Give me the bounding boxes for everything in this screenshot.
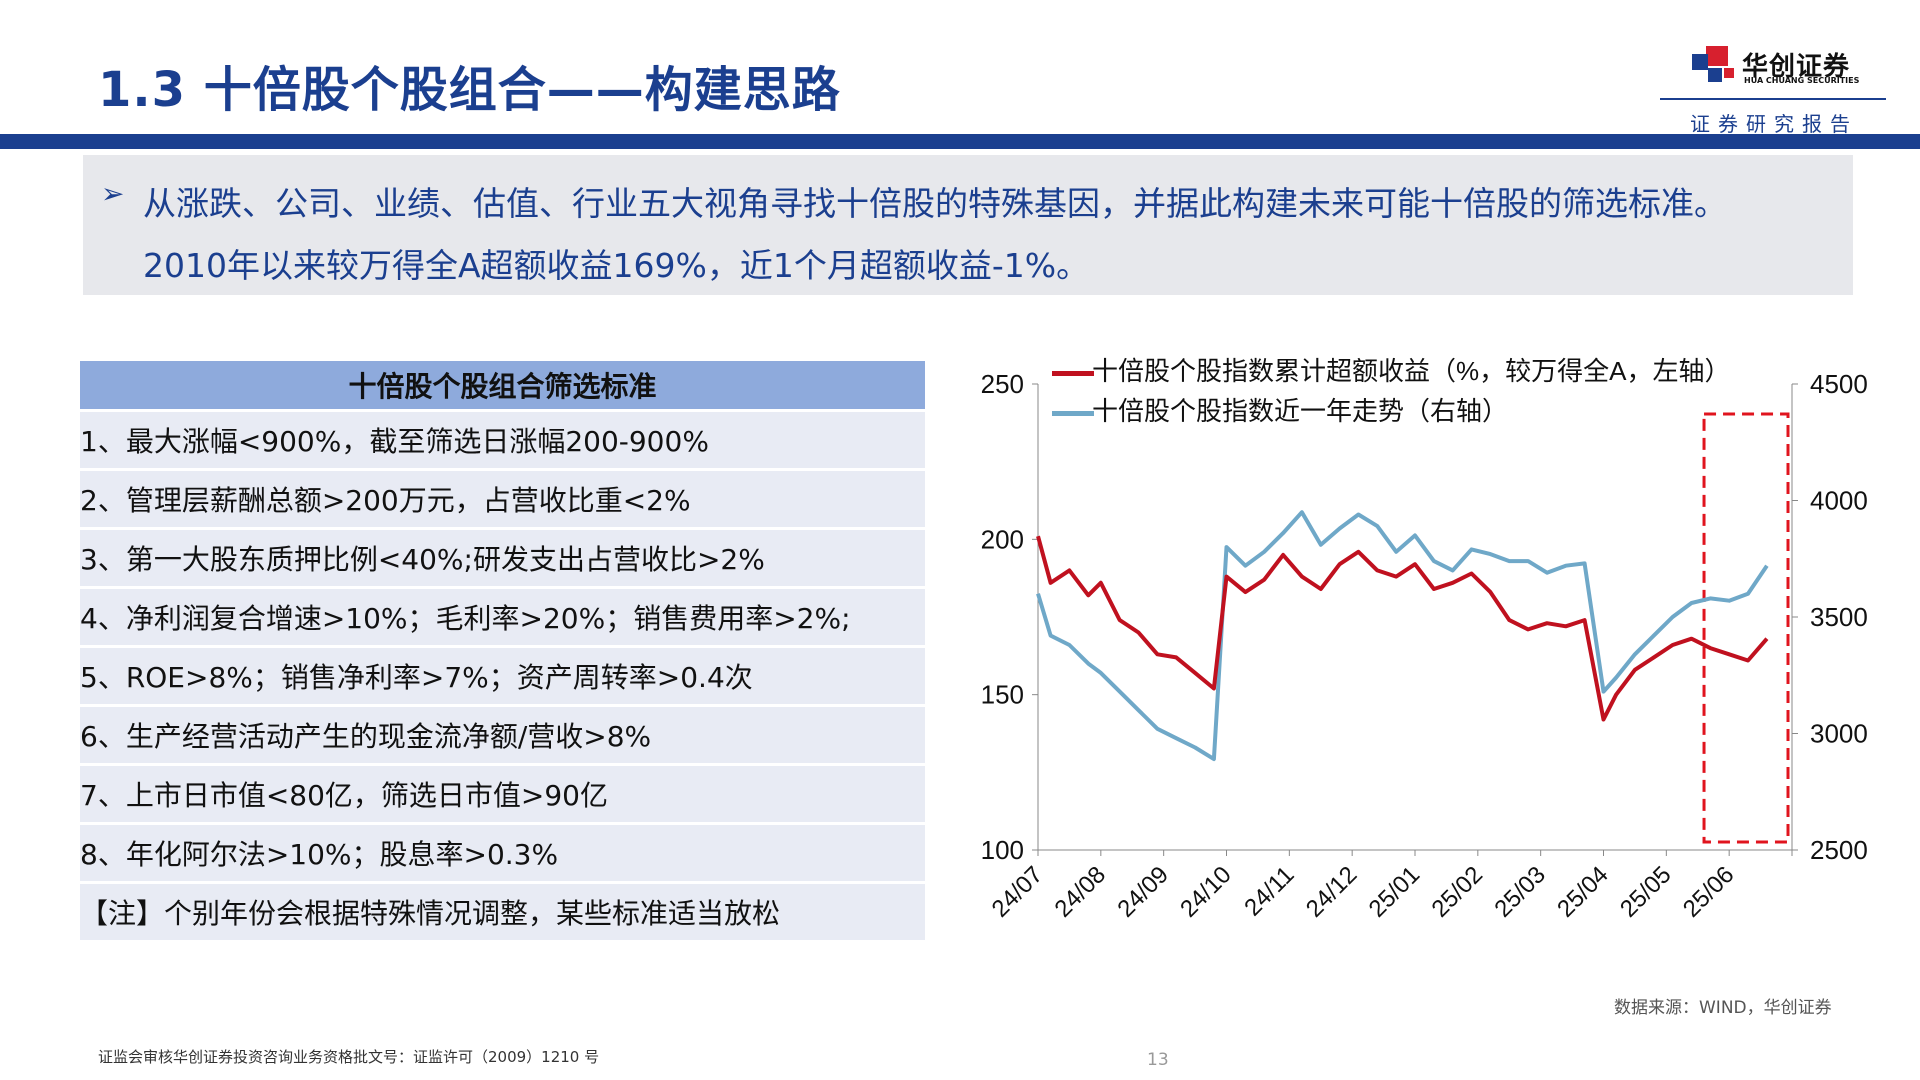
criteria-row: 7、上市日市值<80亿，筛选日市值>90亿 xyxy=(80,766,925,822)
x-axis-tick-label: 24/10 xyxy=(1175,861,1237,923)
criteria-row: 6、生产经营活动产生的现金流净额/营收>8% xyxy=(80,707,925,763)
right-axis-tick-label: 2500 xyxy=(1810,835,1868,865)
slide-title: 1.3 十倍股个股组合——构建思路 xyxy=(98,62,841,118)
license-footnote: 证监会审核华创证券投资咨询业务资格批文号：证监许可（2009）1210 号 xyxy=(98,1048,600,1066)
series-line-index xyxy=(1036,510,1769,762)
company-logo: 华创证券 HUA CHUANG SECURITIES xyxy=(1690,44,1870,94)
legend-label: 十倍股个股指数近一年走势（右轴） xyxy=(1092,396,1508,426)
criteria-table-header: 十倍股个股组合筛选标准 xyxy=(80,361,925,409)
criteria-table: 十倍股个股组合筛选标准 1、最大涨幅<900%，截至筛选日涨幅200-900% … xyxy=(80,361,925,940)
right-axis-tick-label: 3500 xyxy=(1810,602,1868,632)
data-source: 数据来源：WIND，华创证券 xyxy=(1614,998,1832,1018)
legend-label: 十倍股个股指数累计超额收益（%，较万得全A，左轴） xyxy=(1092,356,1730,386)
legend-swatch xyxy=(1052,371,1094,376)
criteria-row: 4、净利润复合增速>10%；毛利率>20%；销售费用率>2%; xyxy=(80,589,925,645)
criteria-note: 【注】个别年份会根据特殊情况调整，某些标准适当放松 xyxy=(80,884,925,940)
arrow-bullet-icon: ➢ xyxy=(101,177,125,210)
left-axis-tick-label: 250 xyxy=(981,369,1024,399)
logo-mark-icon xyxy=(1692,46,1734,82)
x-axis-tick-label: 24/11 xyxy=(1239,861,1299,921)
report-type-label: 证券研究报告 xyxy=(1690,112,1858,136)
x-axis-tick-label: 24/08 xyxy=(1050,861,1112,923)
right-axis-tick-label: 4000 xyxy=(1810,486,1868,516)
x-axis-tick-label: 24/07 xyxy=(987,861,1049,923)
highlight-box xyxy=(1702,412,1790,844)
left-axis-tick-label: 200 xyxy=(981,524,1024,554)
criteria-row: 3、第一大股东质押比例<40%;研发支出占营收比>2% xyxy=(80,530,925,586)
series-line-excess-return xyxy=(1036,535,1769,722)
x-axis-tick-label: 25/05 xyxy=(1615,861,1677,923)
logo-name-cn: 华创证券 xyxy=(1742,52,1851,82)
x-axis-tick-label: 25/01 xyxy=(1364,861,1426,923)
x-axis-tick-label: 24/09 xyxy=(1112,861,1174,923)
summary-line-1: 从涨跌、公司、业绩、估值、行业五大视角寻找十倍股的特殊基因，并据此构建未来可能十… xyxy=(143,184,1727,223)
legend-swatch xyxy=(1052,411,1094,416)
criteria-row: 8、年化阿尔法>10%；股息率>0.3% xyxy=(80,825,925,881)
criteria-row: 5、ROE>8%；销售净利率>7%；资产周转率>0.4次 xyxy=(80,648,925,704)
x-axis-tick-label: 24/12 xyxy=(1301,861,1363,923)
header-bar xyxy=(0,134,1920,149)
x-axis-tick-label: 25/04 xyxy=(1552,861,1614,923)
logo-divider xyxy=(1660,98,1886,100)
criteria-row: 2、管理层薪酬总额>200万元，占营收比重<2% xyxy=(80,471,925,527)
left-axis-tick-label: 150 xyxy=(981,680,1024,710)
right-axis-tick-label: 3000 xyxy=(1810,719,1868,749)
right-axis-tick-label: 4500 xyxy=(1810,369,1868,399)
x-axis-tick-label: 25/02 xyxy=(1427,861,1489,923)
summary-box: ➢ 从涨跌、公司、业绩、估值、行业五大视角寻找十倍股的特殊基因，并据此构建未来可… xyxy=(83,155,1853,295)
x-axis-tick-label: 25/03 xyxy=(1489,861,1551,923)
left-axis-tick-label: 100 xyxy=(981,835,1024,865)
logo-name-en: HUA CHUANG SECURITIES xyxy=(1744,76,1860,85)
summary-line-2: 2010年以来较万得全A超额收益169%，近1个月超额收益-1%。 xyxy=(143,246,1090,285)
x-axis-tick-label: 25/06 xyxy=(1678,861,1740,923)
criteria-row: 1、最大涨幅<900%，截至筛选日涨幅200-900% xyxy=(80,412,925,468)
page-number: 13 xyxy=(1147,1050,1169,1070)
